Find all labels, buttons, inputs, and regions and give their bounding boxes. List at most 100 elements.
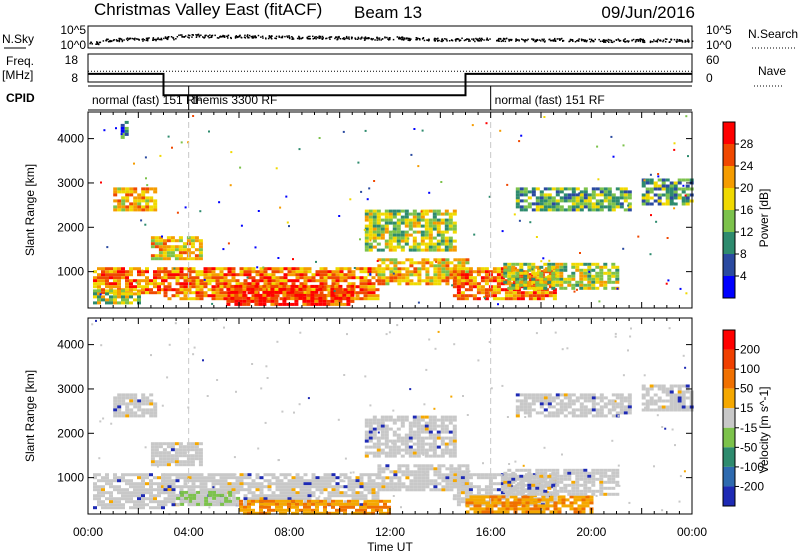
heatmap-cell [113,301,117,305]
heatmap-cell [182,460,187,464]
noise-point [634,41,637,43]
heatmap-cell [599,208,604,212]
heatmap-cell [571,471,576,475]
heatmap-cell [319,479,324,483]
heatmap-cell [529,495,534,499]
heatmap-cell [452,424,457,428]
heatmap-cell [121,479,125,483]
heatmap-cell [448,448,453,452]
heatmap-cell [175,288,180,292]
heatmap-cell [456,276,461,280]
heatmap-cell [286,221,289,224]
heatmap-cell [254,290,259,294]
heatmap-cell [437,267,442,271]
heatmap-cell [279,494,284,498]
heatmap-cell [567,471,572,475]
heatmap-cell [335,494,340,498]
heatmap-cell [599,190,604,194]
heatmap-cell [145,402,150,406]
heatmap-cell [154,463,159,467]
heatmap-cell [653,181,658,185]
heatmap-cell [167,491,172,495]
noise-point [152,39,154,41]
heatmap-cell [158,245,163,249]
heatmap-cell [97,497,101,501]
heatmap-cell [295,511,299,515]
heatmap-cell [548,479,553,483]
heatmap-cell [476,476,481,480]
heatmap-cell [543,199,548,203]
heatmap-cell [396,433,401,437]
heatmap-cell [508,476,513,480]
heatmap-cell [641,196,646,200]
heatmap-cell [559,262,564,266]
heatmap-cell [97,298,101,302]
heatmap-cell [687,155,689,158]
heatmap-cell [468,285,473,289]
heatmap-cell [247,476,252,480]
heatmap-cell [437,279,442,283]
heatmap-cell [661,184,666,188]
heatmap-cell [125,414,130,418]
heatmap-cell [591,262,596,266]
heatmap-cell [188,493,193,497]
heatmap-cell [492,279,497,283]
heatmap-cell [523,483,528,487]
heatmap-cell [319,499,323,503]
heatmap-cell [319,491,324,495]
heatmap-cell [500,488,505,492]
heatmap-cell [372,245,377,249]
heatmap-cell [440,218,445,222]
heatmap-cell [207,282,212,286]
heatmap-cell [371,511,375,515]
noise-point [119,37,121,40]
heatmap-cell [211,294,216,298]
heatmap-cell [384,415,389,419]
heatmap-cell [373,180,376,182]
heatmap-cell [448,451,453,455]
noise-point [118,37,120,40]
heatmap-cell [657,178,662,182]
heatmap-cell [262,293,267,297]
heatmap-cell [417,479,422,483]
heatmap-cell [685,292,688,295]
heatmap-cell [507,486,512,490]
noise-point [554,37,556,40]
heatmap-cell [363,473,368,477]
heatmap-cell [331,270,336,274]
noise-point [315,36,317,38]
noise-point [275,37,277,40]
heatmap-cell [539,265,544,269]
heatmap-cell [543,492,548,496]
heatmap-cell [215,276,220,280]
heatmap-cell [231,491,236,495]
heatmap-cell [275,282,280,286]
heatmap-cell [376,451,381,455]
heatmap-cell [543,280,548,284]
heatmap-cell [567,474,572,478]
heatmap-cell [230,296,235,300]
noise-point [479,37,481,40]
heatmap-cell [484,297,486,300]
noise-point [146,37,149,39]
heatmap-cell [425,282,430,286]
heatmap-cell [527,280,532,284]
heatmap-cell [93,494,97,498]
heatmap-cell [178,251,183,255]
heatmap-cell [171,488,176,492]
heatmap-cell [194,257,199,261]
heatmap-cell [420,209,425,213]
heatmap-cell [445,264,450,268]
heatmap-cell [215,291,220,295]
heatmap-cell [539,205,544,209]
heatmap-cell [303,273,308,277]
heatmap-cell [259,511,263,515]
heatmap-cell [125,393,130,397]
heatmap-cell [367,270,372,274]
heatmap-cell [385,485,390,489]
heatmap-cell [645,181,650,185]
noise-point [437,37,439,40]
heatmap-cell [468,270,473,274]
heatmap-cell [401,261,406,265]
noise-point [654,40,656,43]
